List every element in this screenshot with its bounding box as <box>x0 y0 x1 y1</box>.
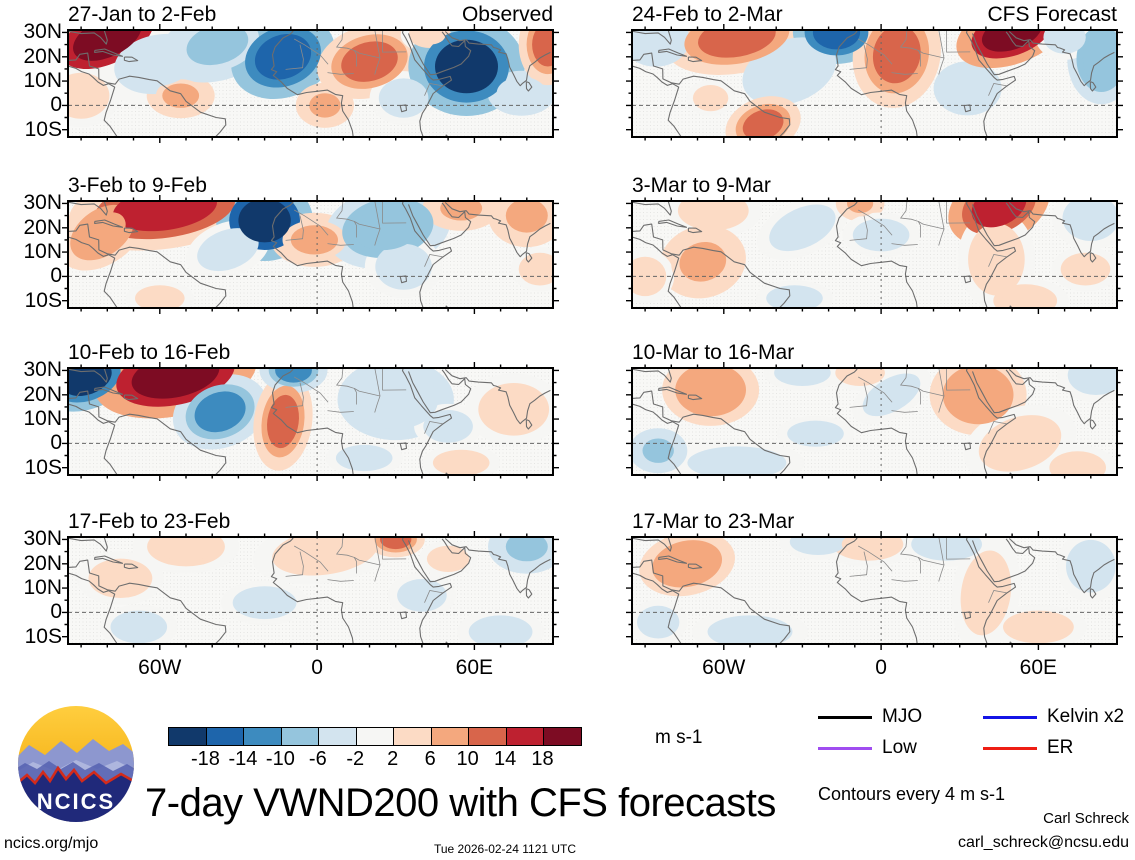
y-axis-label: 30N <box>23 20 62 44</box>
y-axis-label: 20N <box>23 382 62 406</box>
colorbar-tick-label: -14 <box>228 748 258 770</box>
map-canvas <box>62 195 559 314</box>
legend-item-label: Low <box>882 737 917 758</box>
y-axis-label: 10S <box>24 624 62 648</box>
map-panel-cfs-forecast-3: 17-Mar to 23-Mar <box>626 510 1123 650</box>
x-axis-label: 60E <box>1019 656 1058 679</box>
y-axis-label: 30N <box>23 191 62 215</box>
map-panel-cfs-forecast-1: 3-Mar to 9-Mar <box>626 174 1123 314</box>
colorbar-tick-label: 6 <box>424 748 436 770</box>
map-canvas <box>626 362 1123 481</box>
x-axis-label: 0 <box>311 656 323 679</box>
credit-name: Carl Schreck <box>1043 810 1129 827</box>
y-axis-label: 10N <box>23 240 62 264</box>
legend-line-kelvin-x2 <box>983 716 1037 719</box>
colorbar-tick-label: -6 <box>308 748 327 770</box>
colorbar-tick-label: 18 <box>531 748 554 770</box>
legend-line-mjo <box>818 716 872 719</box>
colorbar-cell <box>356 728 395 745</box>
contour-note: Contours every 4 m s-1 <box>818 784 1006 804</box>
colorbar-tick-label: -2 <box>346 748 365 770</box>
y-axis-label: 0 <box>50 431 62 455</box>
colorbar-cell <box>169 728 207 745</box>
x-axis-label: 0 <box>875 656 887 679</box>
map-canvas <box>62 531 559 650</box>
colorbar-cell <box>394 728 432 745</box>
map-canvas <box>626 531 1123 650</box>
y-axis-label: 10S <box>24 455 62 479</box>
panel-date-title: 27-Jan to 2-Feb <box>68 3 217 26</box>
colorbar-cell <box>206 728 245 745</box>
legend-item-label: ER <box>1047 737 1074 758</box>
ncics-logo-icon: NCICS <box>18 706 134 822</box>
panel-date-title: 3-Mar to 9-Mar <box>632 174 771 197</box>
map-panel-observed-3: 17-Feb to 23-Feb <box>62 510 559 650</box>
panel-date-title: 17-Feb to 23-Feb <box>68 510 231 533</box>
site-url: ncics.org/mjo <box>4 835 99 852</box>
x-axis-label: 60W <box>138 656 182 679</box>
map-panel-observed-0: 27-Jan to 2-Feb Observed <box>62 3 559 143</box>
x-axis-label: 60E <box>455 656 494 679</box>
map-panel-observed-1: 3-Feb to 9-Feb <box>62 174 559 314</box>
panel-date-title: 10-Mar to 16-Mar <box>632 341 795 364</box>
legend-line-low <box>818 747 872 750</box>
y-axis-label: 20N <box>23 551 62 575</box>
legend-item-label: MJO <box>882 706 923 727</box>
column-header: Observed <box>461 3 553 26</box>
colorbar-cell <box>281 728 320 745</box>
y-axis-label: 10N <box>23 576 62 600</box>
colorbar-units-label: m s-1 <box>655 727 703 748</box>
ncics-logo: NCICS <box>15 703 137 825</box>
map-canvas <box>626 195 1123 314</box>
colorbar-cell <box>544 728 582 745</box>
legend-line-er <box>983 747 1037 750</box>
y-axis-label: 30N <box>23 527 62 551</box>
y-axis-label: 0 <box>50 93 62 117</box>
panel-date-title: 24-Feb to 2-Mar <box>632 3 783 26</box>
panel-date-title: 17-Mar to 23-Mar <box>632 510 795 533</box>
y-axis-label: 10N <box>23 69 62 93</box>
legend-item-label: Kelvin x2 <box>1047 706 1125 727</box>
y-axis-label: 30N <box>23 358 62 382</box>
panel-date-title: 10-Feb to 16-Feb <box>68 341 231 364</box>
colorbar-cell <box>506 728 545 745</box>
y-axis-label: 10S <box>24 288 62 312</box>
ncics-logo-text: NCICS <box>37 789 115 814</box>
colorbar-cell <box>244 728 282 745</box>
colorbar-cell <box>469 728 507 745</box>
colorbar-tick-label: -18 <box>191 748 220 770</box>
map-canvas <box>626 24 1123 143</box>
colorbar-tick-label: 10 <box>456 748 479 770</box>
colorbar-tick-label: -10 <box>265 748 295 770</box>
y-axis-label: 10N <box>23 407 62 431</box>
colorbar-tick-label: 14 <box>493 748 517 770</box>
map-panel-cfs-forecast-0: 24-Feb to 2-Mar CFS Forecast <box>626 3 1123 143</box>
x-axis-label: 60W <box>702 656 746 679</box>
y-axis-label: 20N <box>23 215 62 239</box>
colorbar-cell <box>319 728 357 745</box>
credit-email: carl_schreck@ncsu.edu <box>958 834 1129 851</box>
y-axis-label: 0 <box>50 264 62 288</box>
map-panel-cfs-forecast-2: 10-Mar to 16-Mar <box>626 341 1123 481</box>
colorbar-tick-label: 2 <box>387 748 399 770</box>
column-header: CFS Forecast <box>987 3 1117 26</box>
timestamp: Tue 2026-02-24 1121 UTC <box>433 842 577 856</box>
panel-date-title: 3-Feb to 9-Feb <box>68 174 207 197</box>
figure-title: 7-day VWND200 with CFS forecasts <box>145 781 776 825</box>
map-panel-observed-2: 10-Feb to 16-Feb <box>62 341 559 481</box>
colorbar <box>168 727 582 746</box>
map-canvas <box>62 24 559 143</box>
y-axis-label: 0 <box>50 600 62 624</box>
map-canvas <box>62 362 559 481</box>
colorbar-cell <box>431 728 470 745</box>
y-axis-label: 10S <box>24 117 62 141</box>
y-axis-label: 20N <box>23 44 62 68</box>
